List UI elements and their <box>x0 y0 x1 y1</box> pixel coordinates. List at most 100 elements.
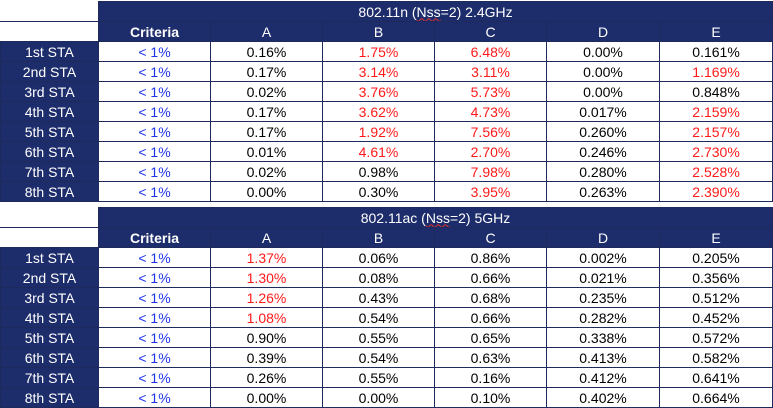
header-criteria: Criteria <box>98 21 211 42</box>
value-cell: 0.402% <box>546 387 660 408</box>
criteria-cell: < 1% <box>98 287 211 308</box>
value-cell: 0.54% <box>322 307 435 328</box>
corner-cell <box>0 207 99 228</box>
value-cell: 0.17% <box>210 101 323 122</box>
value-cell: 0.452% <box>659 307 773 328</box>
value-cell: 1.30% <box>210 267 323 288</box>
title-nss: Nss <box>416 3 441 20</box>
value-cell: 0.68% <box>434 287 547 308</box>
criteria-cell: < 1% <box>98 61 211 82</box>
value-cell: 2.159% <box>658 101 773 122</box>
row-label: 6th STA <box>0 141 99 162</box>
header-b: B <box>322 21 435 42</box>
header-d: D <box>546 227 660 248</box>
value-cell: 1.26% <box>210 287 323 308</box>
header-criteria: Criteria <box>98 227 211 248</box>
value-cell: 2.70% <box>434 141 547 162</box>
value-cell: 0.260% <box>546 121 660 142</box>
row-label: 7th STA <box>0 367 99 388</box>
table-title: 802.11n (Nss=2) 2.4GHz <box>97 1 773 22</box>
table-row: 1st STA < 1% 0.16% 1.75% 6.48% 0.00% 0.161% <box>0 41 773 62</box>
value-cell: 0.54% <box>322 347 435 368</box>
value-cell: 7.56% <box>434 121 547 142</box>
criteria-cell: < 1% <box>98 81 211 102</box>
value-cell: 4.73% <box>434 101 547 122</box>
row-label: 2nd STA <box>0 267 99 288</box>
criteria-cell: < 1% <box>98 307 211 328</box>
value-cell: 0.017% <box>546 101 660 122</box>
value-cell: 0.90% <box>210 327 323 348</box>
criteria-cell: < 1% <box>98 181 211 202</box>
value-cell: 0.98% <box>322 161 435 182</box>
header-c: C <box>434 21 547 42</box>
value-cell: 0.848% <box>658 81 773 102</box>
value-cell: 0.641% <box>659 367 773 388</box>
value-cell: 0.235% <box>546 287 660 308</box>
table-row: 7th STA < 1% 0.26% 0.55% 0.16% 0.412% 0.641% <box>0 367 773 388</box>
value-cell: 0.572% <box>659 327 773 348</box>
value-cell: 1.92% <box>322 121 435 142</box>
table-body: 1st STA < 1% 0.16% 1.75% 6.48% 0.00% 0.161% 2nd… <box>0 41 773 202</box>
table-row: 2nd STA < 1% 1.30% 0.08% 0.66% 0.021% 0.356% <box>0 267 773 288</box>
row-label: 5th STA <box>0 327 99 348</box>
corner-cell <box>0 21 99 42</box>
value-cell: 0.161% <box>658 41 773 62</box>
value-cell: 0.00% <box>546 41 660 62</box>
value-cell: 0.021% <box>546 267 660 288</box>
row-label: 2nd STA <box>0 61 99 82</box>
criteria-cell: < 1% <box>98 267 211 288</box>
table-row: 5th STA < 1% 0.17% 1.92% 7.56% 0.260% 2.157% <box>0 121 773 142</box>
title-prefix: 802.11ac ( <box>360 209 426 226</box>
title-row: 802.11n (Nss=2) 2.4GHz <box>0 1 773 22</box>
value-cell: 0.10% <box>434 387 547 408</box>
row-label: 3rd STA <box>0 81 99 102</box>
header-e: E <box>658 21 773 42</box>
value-cell: 0.55% <box>322 367 435 388</box>
value-cell: 7.98% <box>434 161 547 182</box>
table-row: 5th STA < 1% 0.90% 0.55% 0.65% 0.338% 0.572% <box>0 327 773 348</box>
value-cell: 0.43% <box>322 287 435 308</box>
row-label: 4th STA <box>0 307 99 328</box>
value-cell: 0.65% <box>434 327 547 348</box>
value-cell: 0.413% <box>546 347 660 368</box>
criteria-cell: < 1% <box>98 387 211 408</box>
value-cell: 0.16% <box>210 41 323 62</box>
table-row: 3rd STA < 1% 1.26% 0.43% 0.68% 0.235% 0.512% <box>0 287 773 308</box>
value-cell: 0.280% <box>546 161 660 182</box>
value-cell: 0.16% <box>434 367 547 388</box>
criteria-cell: < 1% <box>98 41 211 62</box>
header-b: B <box>322 227 435 248</box>
value-cell: 2.390% <box>658 181 773 202</box>
value-cell: 3.62% <box>322 101 435 122</box>
table-row: 6th STA < 1% 0.01% 4.61% 2.70% 0.246% 2.730% <box>0 141 773 162</box>
value-cell: 0.86% <box>434 247 547 268</box>
criteria-cell: < 1% <box>98 327 211 348</box>
value-cell: 0.263% <box>546 181 660 202</box>
value-cell: 2.730% <box>658 141 773 162</box>
value-cell: 0.01% <box>210 141 323 162</box>
table-row: 2nd STA < 1% 0.17% 3.14% 3.11% 0.00% 1.169% <box>0 61 773 82</box>
value-cell: 0.17% <box>210 61 323 82</box>
value-cell: 3.95% <box>434 181 547 202</box>
row-label: 4th STA <box>0 101 99 122</box>
criteria-cell: < 1% <box>98 367 211 388</box>
header-a: A <box>210 227 323 248</box>
value-cell: 0.02% <box>210 81 323 102</box>
title-prefix: 802.11n ( <box>358 3 417 20</box>
table-row: 4th STA < 1% 0.17% 3.62% 4.73% 0.017% 2.159% <box>0 101 773 122</box>
value-cell: 6.48% <box>434 41 547 62</box>
header-d: D <box>546 21 660 42</box>
value-cell: 0.664% <box>659 387 773 408</box>
value-cell: 0.26% <box>210 367 323 388</box>
value-cell: 3.76% <box>322 81 435 102</box>
value-cell: 0.00% <box>546 61 660 82</box>
table-row: 3rd STA < 1% 0.02% 3.76% 5.73% 0.00% 0.848% <box>0 81 773 102</box>
value-cell: 0.00% <box>210 387 323 408</box>
value-cell: 0.02% <box>210 161 323 182</box>
value-cell: 0.002% <box>546 247 660 268</box>
value-cell: 1.08% <box>210 307 323 328</box>
header-e: E <box>659 227 773 248</box>
header-row: Criteria A B C D E <box>0 227 773 248</box>
value-cell: 1.37% <box>210 247 323 268</box>
title-row: 802.11ac (Nss=2) 5GHz <box>0 207 773 228</box>
